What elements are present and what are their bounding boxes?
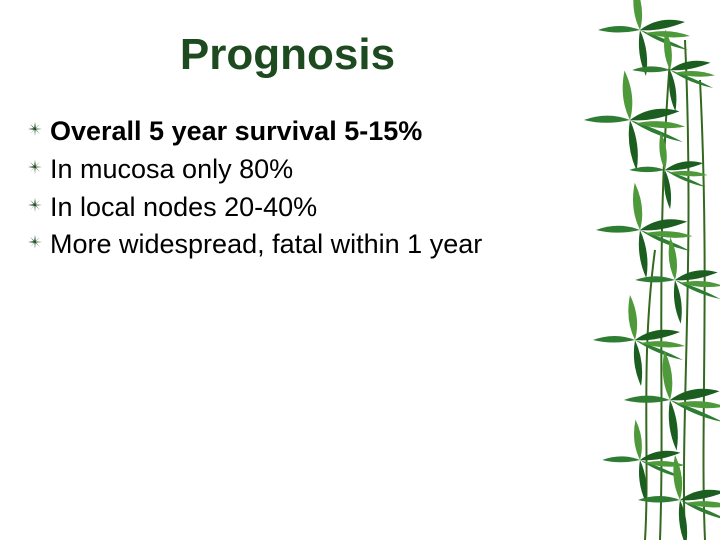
list-item-text: Overall 5 year survival 5-15% <box>50 115 422 149</box>
list-item: More widespread, fatal within 1 year <box>28 228 568 262</box>
list-item-text: In local nodes 20-40% <box>50 191 317 225</box>
bullet-star-icon <box>28 191 50 212</box>
list-item-text: In mucosa only 80% <box>50 153 293 187</box>
slide-title: Prognosis <box>0 30 575 80</box>
bullet-star-icon <box>28 228 50 249</box>
slide: Prognosis Overall 5 year survival 5-15% … <box>0 0 720 540</box>
bullet-list: Overall 5 year survival 5-15% In mucosa … <box>28 115 568 266</box>
bullet-star-icon <box>28 115 50 136</box>
list-item: In mucosa only 80% <box>28 153 568 187</box>
list-item: In local nodes 20-40% <box>28 191 568 225</box>
bamboo-decoration <box>570 0 720 540</box>
list-item-text: More widespread, fatal within 1 year <box>50 228 482 262</box>
list-item: Overall 5 year survival 5-15% <box>28 115 568 149</box>
bullet-star-icon <box>28 153 50 174</box>
